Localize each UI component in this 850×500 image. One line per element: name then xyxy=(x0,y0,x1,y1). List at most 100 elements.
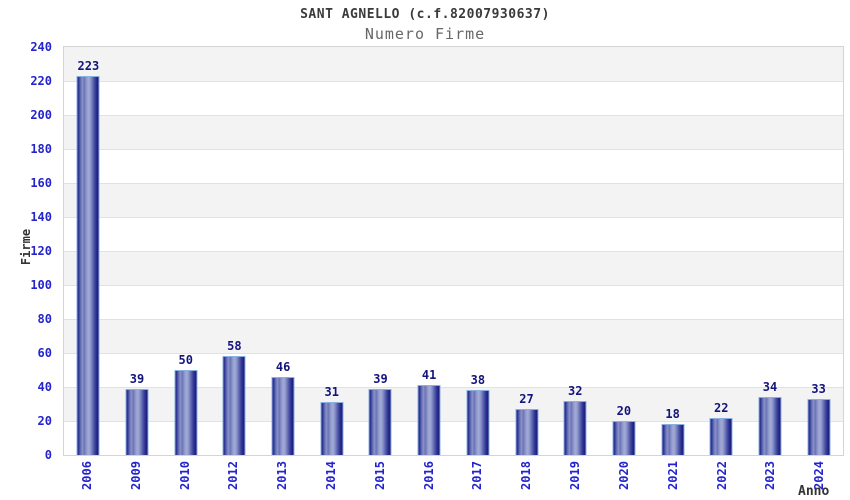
bar-slot-2009: 39 xyxy=(113,47,162,455)
bar-slot-2021: 18 xyxy=(648,47,697,455)
x-tick-slot: 2017 xyxy=(454,457,503,500)
bar-2010 xyxy=(174,370,198,455)
bar-value-label: 58 xyxy=(227,339,242,353)
x-tick-label: 2014 xyxy=(323,461,338,490)
bar-slot-2017: 38 xyxy=(454,47,503,455)
bar-value-label: 33 xyxy=(811,382,826,396)
x-tick-label: 2020 xyxy=(616,461,631,490)
x-tick-label: 2023 xyxy=(763,461,778,490)
bar-value-label: 34 xyxy=(762,380,778,394)
bar-2013 xyxy=(271,377,295,455)
bar-2014 xyxy=(320,402,344,455)
bar-value-label: 50 xyxy=(178,353,193,367)
bar-2022 xyxy=(709,418,733,455)
gridline xyxy=(64,183,843,184)
x-tick-label: 2021 xyxy=(665,461,680,490)
gridline xyxy=(64,217,843,218)
x-tick-label: 2018 xyxy=(519,461,534,490)
bar-slot-2016: 41 xyxy=(405,47,454,455)
x-tick-label: 2016 xyxy=(421,461,436,490)
bar-slot-2013: 46 xyxy=(259,47,308,455)
x-tick-label: 2012 xyxy=(226,461,241,490)
bar-slot-2020: 20 xyxy=(600,47,649,455)
bar-2020 xyxy=(612,421,636,455)
x-axis-title: Anno xyxy=(798,484,830,499)
bar-2017 xyxy=(466,390,490,455)
x-tick-label: 2019 xyxy=(568,461,583,490)
bar-slot-2012: 58 xyxy=(210,47,259,455)
bar-value-label: 27 xyxy=(519,392,534,406)
bar-slot-2023: 34 xyxy=(746,47,795,455)
bar-2009 xyxy=(125,389,149,455)
x-tick-label: 2017 xyxy=(470,461,485,490)
y-tick-label: 80 xyxy=(37,312,52,326)
gridline xyxy=(64,421,843,422)
x-tick-slot: 2016 xyxy=(405,457,454,500)
x-tick-label: 2009 xyxy=(128,461,143,490)
bar-2016 xyxy=(417,385,441,455)
x-tick-slot: 2018 xyxy=(502,457,551,500)
bar-slot-2022: 22 xyxy=(697,47,746,455)
bar-value-label: 38 xyxy=(470,373,486,387)
bar-slot-2014: 31 xyxy=(307,47,356,455)
x-tick-slot: 2023 xyxy=(746,457,795,500)
bar-2019 xyxy=(563,401,587,455)
x-tick-label: 2013 xyxy=(275,461,290,490)
bar-value-label: 46 xyxy=(275,360,291,374)
y-tick-label: 60 xyxy=(37,346,52,360)
bar-2018 xyxy=(515,409,539,455)
gridline xyxy=(64,285,843,286)
x-tick-slot: 2021 xyxy=(649,457,698,500)
bar-2024 xyxy=(807,399,831,455)
y-tick-label: 160 xyxy=(30,176,52,190)
y-tick-label: 120 xyxy=(30,244,52,258)
x-tick-slot: 2015 xyxy=(356,457,405,500)
y-tick-label: 180 xyxy=(30,142,52,156)
y-tick-label: 20 xyxy=(37,414,52,428)
chart-subtitle: Numero Firme xyxy=(364,25,486,43)
x-tick-slot: 2020 xyxy=(600,457,649,500)
y-tick-label: 240 xyxy=(30,40,52,54)
bar-2021 xyxy=(661,424,685,455)
y-tick-label: 220 xyxy=(30,74,52,88)
gridline xyxy=(64,251,843,252)
bar-2023 xyxy=(758,397,782,455)
bar-2015 xyxy=(368,389,392,455)
x-tick-label: 2006 xyxy=(79,461,94,490)
x-tick-slot: 2010 xyxy=(161,457,210,500)
bar-value-label: 18 xyxy=(665,407,680,421)
bar-slot-2024: 33 xyxy=(794,47,843,455)
gridline xyxy=(64,81,843,82)
x-tick-slot: 2009 xyxy=(112,457,161,500)
x-axis-ticks: 2006 2009 2010 2012 2013 2014 2015 2016 2017 2018… xyxy=(63,457,844,500)
y-tick-label: 200 xyxy=(30,108,52,122)
gridline xyxy=(64,115,843,116)
x-tick-slot: 2014 xyxy=(307,457,356,500)
bar-slot-2010: 50 xyxy=(161,47,210,455)
x-tick-slot: 2019 xyxy=(551,457,600,500)
plot-area: 223 39 50 58 46 31 39 41 38 27 32 20 18 22 34 33 xyxy=(63,46,844,456)
y-tick-label: 140 xyxy=(30,210,52,224)
bar-slot-2015: 39 xyxy=(356,47,405,455)
bar-value-label: 20 xyxy=(616,404,632,418)
bar-2006 xyxy=(76,76,100,455)
bars-layer: 223 39 50 58 46 31 39 41 38 27 32 20 18 22 34 33 xyxy=(64,47,843,455)
bar-2012 xyxy=(222,356,246,455)
x-tick-label: 2022 xyxy=(714,461,729,490)
gridline xyxy=(64,319,843,320)
x-tick-slot: 2013 xyxy=(258,457,307,500)
gridline xyxy=(64,353,843,354)
x-tick-label: 2015 xyxy=(372,461,387,490)
bar-value-label: 41 xyxy=(421,368,437,382)
chart-title: SANT AGNELLO (c.f.82007930637) xyxy=(300,7,550,22)
y-tick-label: 40 xyxy=(37,380,52,394)
gridline xyxy=(64,149,843,150)
y-tick-label: 0 xyxy=(44,448,52,462)
x-tick-label: 2010 xyxy=(177,461,192,490)
x-tick-slot: 2022 xyxy=(698,457,747,500)
x-tick-slot: 2006 xyxy=(63,457,112,500)
x-tick-slot: 2012 xyxy=(209,457,258,500)
bar-value-label: 31 xyxy=(324,385,340,399)
gridline xyxy=(64,387,843,388)
